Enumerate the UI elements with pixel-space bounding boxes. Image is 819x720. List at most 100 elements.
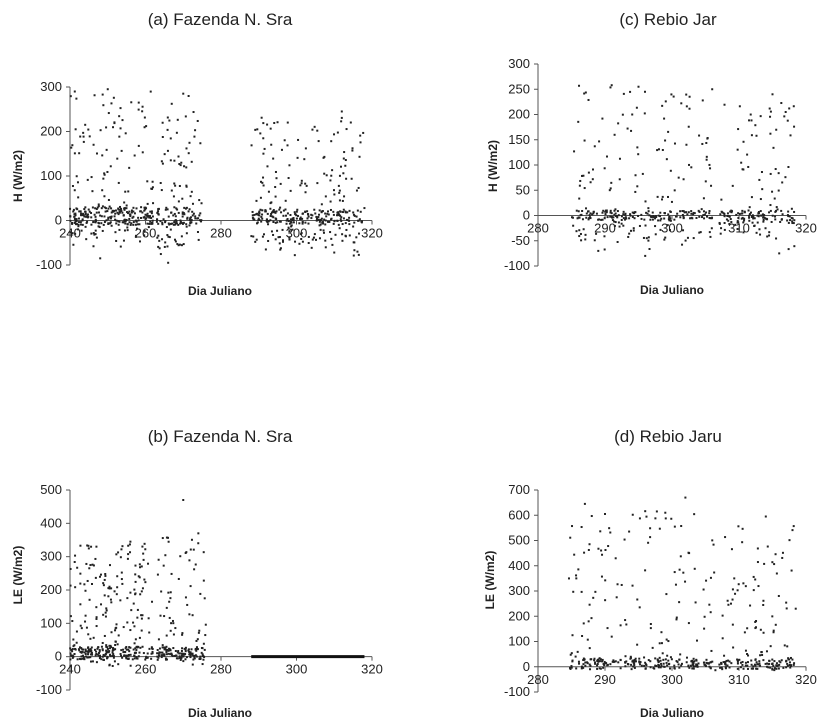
- data-point: [70, 654, 73, 657]
- data-point: [673, 525, 676, 528]
- data-point: [788, 661, 791, 664]
- data-point: [693, 567, 696, 570]
- data-point: [269, 207, 272, 210]
- data-point: [107, 216, 110, 219]
- data-point: [630, 663, 633, 666]
- data-point: [755, 667, 758, 670]
- data-point: [161, 644, 164, 647]
- data-point: [75, 97, 78, 100]
- data-point: [105, 609, 108, 612]
- data-point: [189, 652, 192, 655]
- data-point: [750, 663, 753, 666]
- data-point: [167, 215, 170, 218]
- data-point: [281, 228, 284, 231]
- data-point: [82, 140, 85, 143]
- data-point: [315, 215, 318, 218]
- data-point: [342, 208, 345, 211]
- data-point: [144, 658, 147, 661]
- data-point: [179, 164, 182, 167]
- data-point: [582, 174, 585, 177]
- data-point: [706, 137, 709, 140]
- data-point: [785, 666, 788, 669]
- data-point: [104, 611, 107, 614]
- data-point: [169, 137, 172, 140]
- data-point: [771, 214, 774, 217]
- data-point: [738, 658, 741, 661]
- data-point: [696, 663, 699, 666]
- data-point: [267, 239, 270, 242]
- data-point: [786, 214, 789, 217]
- data-point: [730, 221, 733, 224]
- data-point: [148, 647, 151, 650]
- data-point: [184, 115, 187, 118]
- data-point: [193, 656, 196, 659]
- data-point: [763, 562, 766, 565]
- data-point: [176, 651, 179, 654]
- data-point: [191, 663, 194, 666]
- data-point: [110, 207, 113, 210]
- data-point: [96, 653, 99, 656]
- data-point: [682, 217, 685, 220]
- data-point: [710, 184, 713, 187]
- data-point: [694, 665, 697, 668]
- data-point: [82, 212, 85, 215]
- data-point: [136, 608, 139, 611]
- data-point: [195, 222, 198, 225]
- data-point: [181, 212, 184, 215]
- data-point: [262, 152, 265, 155]
- data-point: [101, 648, 104, 651]
- data-point: [694, 601, 697, 604]
- data-point: [762, 603, 765, 606]
- data-point: [103, 654, 106, 657]
- data-point: [618, 178, 621, 181]
- y-tick-label: 0: [523, 208, 530, 223]
- data-point: [79, 658, 82, 661]
- data-point: [636, 643, 639, 646]
- data-point: [112, 653, 115, 656]
- data-point: [157, 234, 160, 237]
- data-point: [196, 638, 199, 641]
- data-point: [289, 218, 292, 221]
- data-point: [786, 645, 789, 648]
- data-point: [90, 650, 93, 653]
- data-point: [93, 94, 96, 97]
- data-point: [742, 221, 745, 224]
- data-point: [189, 651, 192, 654]
- data-point: [348, 234, 351, 237]
- data-point: [754, 626, 757, 629]
- data-point: [143, 116, 146, 119]
- data-point: [754, 578, 757, 581]
- data-point: [106, 170, 109, 173]
- data-point: [643, 656, 646, 659]
- data-point: [157, 245, 160, 248]
- data-point: [771, 658, 774, 661]
- data-point: [87, 656, 90, 659]
- data-point: [79, 544, 82, 547]
- data-point: [649, 623, 652, 626]
- data-point: [638, 224, 641, 227]
- data-point: [712, 543, 715, 546]
- data-point: [81, 219, 84, 222]
- data-point: [749, 604, 752, 607]
- data-point: [275, 177, 278, 180]
- data-point: [614, 557, 617, 560]
- data-point: [81, 223, 84, 226]
- data-point: [766, 662, 769, 665]
- data-point: [188, 559, 191, 562]
- data-point: [604, 548, 607, 551]
- data-point: [764, 515, 767, 518]
- data-point: [251, 216, 254, 219]
- data-point: [187, 648, 190, 651]
- data-point: [287, 219, 290, 222]
- data-point: [584, 661, 587, 664]
- data-point: [175, 657, 178, 660]
- data-point: [111, 664, 114, 667]
- data-point: [633, 659, 636, 662]
- data-point: [575, 209, 578, 212]
- data-point: [577, 660, 580, 663]
- data-point: [787, 221, 790, 224]
- data-point: [280, 148, 283, 151]
- data-point: [624, 212, 627, 215]
- data-point: [659, 228, 662, 231]
- data-point: [95, 545, 98, 548]
